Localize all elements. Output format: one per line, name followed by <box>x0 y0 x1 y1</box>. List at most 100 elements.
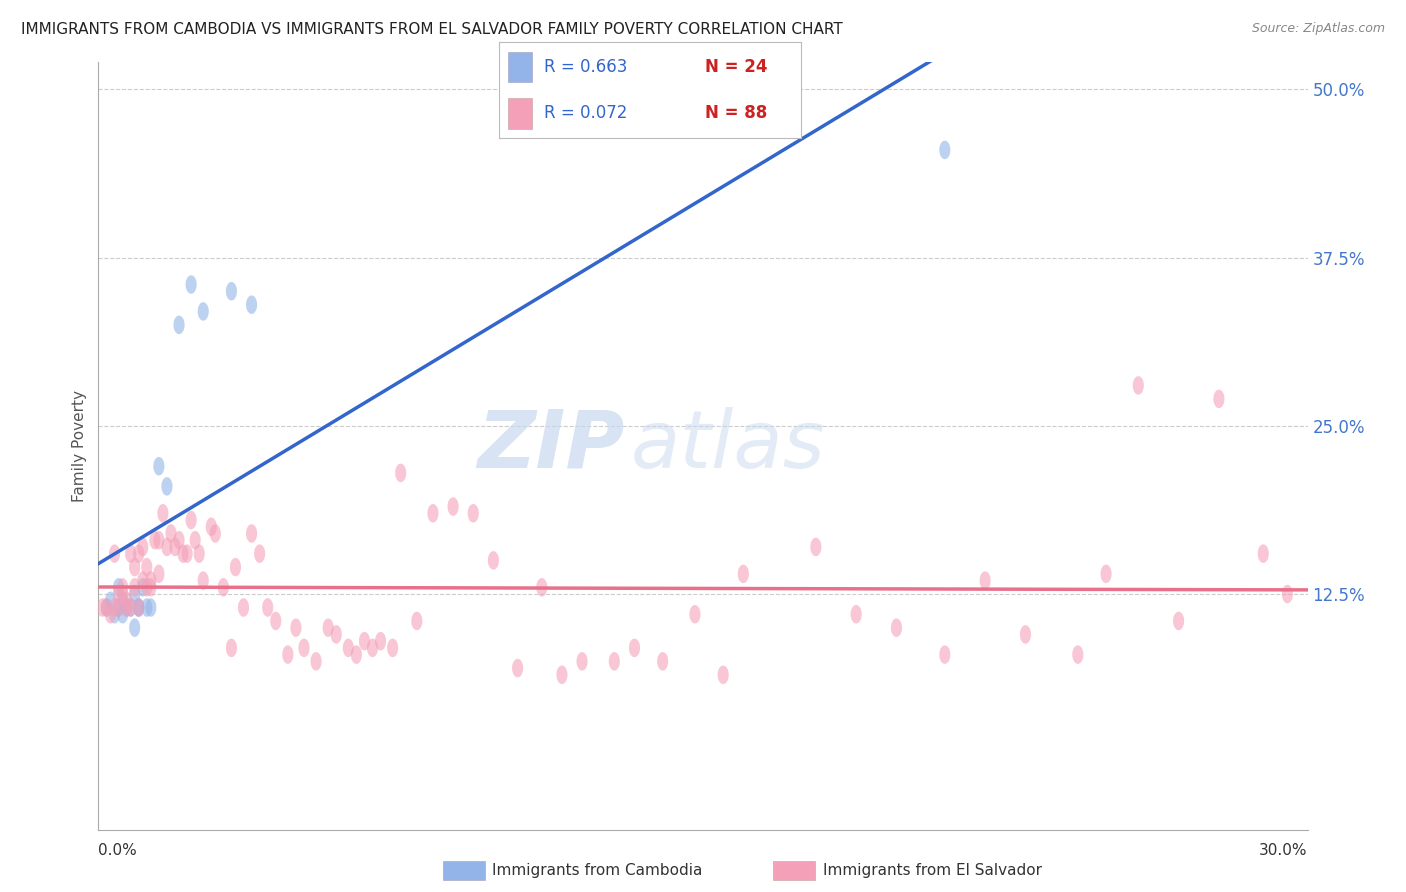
Point <box>124 621 146 635</box>
Point <box>107 580 129 594</box>
Point <box>103 607 125 622</box>
Text: R = 0.072: R = 0.072 <box>544 104 628 122</box>
Point <box>623 640 645 655</box>
Point <box>103 600 125 615</box>
Point <box>804 540 827 554</box>
Point <box>100 594 122 608</box>
Point <box>156 540 179 554</box>
Point <box>107 600 129 615</box>
Point <box>249 547 271 561</box>
Point <box>135 560 157 574</box>
Point <box>115 594 138 608</box>
Bar <box>508 52 533 82</box>
Point <box>107 600 129 615</box>
Point <box>128 600 150 615</box>
Point <box>139 580 162 594</box>
Point <box>128 600 150 615</box>
Point <box>506 661 529 675</box>
Point <box>344 648 367 662</box>
Text: ZIP: ZIP <box>477 407 624 485</box>
Point <box>405 614 427 628</box>
Point <box>603 654 626 668</box>
Point <box>277 648 299 662</box>
Point <box>120 600 142 615</box>
Point <box>1167 614 1189 628</box>
Point <box>353 634 375 648</box>
Point <box>845 607 868 622</box>
Point <box>120 600 142 615</box>
Point <box>361 640 384 655</box>
Point <box>148 566 170 581</box>
Point <box>240 298 263 312</box>
Text: N = 88: N = 88 <box>704 104 766 122</box>
Point <box>128 547 150 561</box>
Point <box>200 520 222 534</box>
Point <box>172 547 194 561</box>
Point <box>176 547 198 561</box>
Point <box>232 600 254 615</box>
Point <box>139 600 162 615</box>
Point <box>160 526 183 541</box>
Point <box>381 640 404 655</box>
Point <box>212 580 235 594</box>
Text: Immigrants from El Salvador: Immigrants from El Salvador <box>823 863 1042 878</box>
Point <box>184 533 207 548</box>
Point <box>124 587 146 601</box>
Point <box>148 459 170 474</box>
Text: R = 0.663: R = 0.663 <box>544 58 628 76</box>
Text: 0.0%: 0.0% <box>98 843 138 858</box>
Point <box>124 580 146 594</box>
Point <box>934 648 956 662</box>
Point <box>132 580 155 594</box>
Y-axis label: Family Poverty: Family Poverty <box>72 390 87 502</box>
Point <box>111 594 134 608</box>
Point <box>120 547 142 561</box>
Bar <box>508 98 533 128</box>
Point <box>316 621 339 635</box>
Point <box>180 513 202 527</box>
Point <box>1128 378 1150 392</box>
Point <box>111 607 134 622</box>
Point <box>135 600 157 615</box>
Point <box>711 667 734 681</box>
Point <box>224 560 246 574</box>
Point <box>148 533 170 548</box>
Point <box>389 466 412 480</box>
Point <box>1277 587 1299 601</box>
Point <box>284 621 307 635</box>
Point <box>96 600 118 615</box>
Point <box>256 600 278 615</box>
Text: Immigrants from Cambodia: Immigrants from Cambodia <box>492 863 703 878</box>
Point <box>167 533 190 548</box>
Point <box>111 587 134 601</box>
Point <box>530 580 553 594</box>
Point <box>111 580 134 594</box>
Point <box>96 600 118 615</box>
Point <box>91 600 114 615</box>
Point <box>204 526 226 541</box>
Point <box>152 506 174 520</box>
Point <box>337 640 360 655</box>
Point <box>482 553 505 567</box>
Point <box>163 540 186 554</box>
Point <box>188 547 211 561</box>
Point <box>132 574 155 588</box>
Point <box>305 654 328 668</box>
Point <box>115 600 138 615</box>
Point <box>1067 648 1090 662</box>
Point <box>292 640 315 655</box>
Point <box>107 587 129 601</box>
Point <box>571 654 593 668</box>
Point <box>128 600 150 615</box>
Point <box>167 318 190 332</box>
Point <box>886 621 908 635</box>
Point <box>1251 547 1274 561</box>
Point <box>240 526 263 541</box>
Point <box>1014 627 1036 641</box>
Point <box>264 614 287 628</box>
Point <box>139 574 162 588</box>
Point <box>156 479 179 493</box>
Point <box>221 284 243 298</box>
Point <box>115 600 138 615</box>
Point <box>683 607 706 622</box>
